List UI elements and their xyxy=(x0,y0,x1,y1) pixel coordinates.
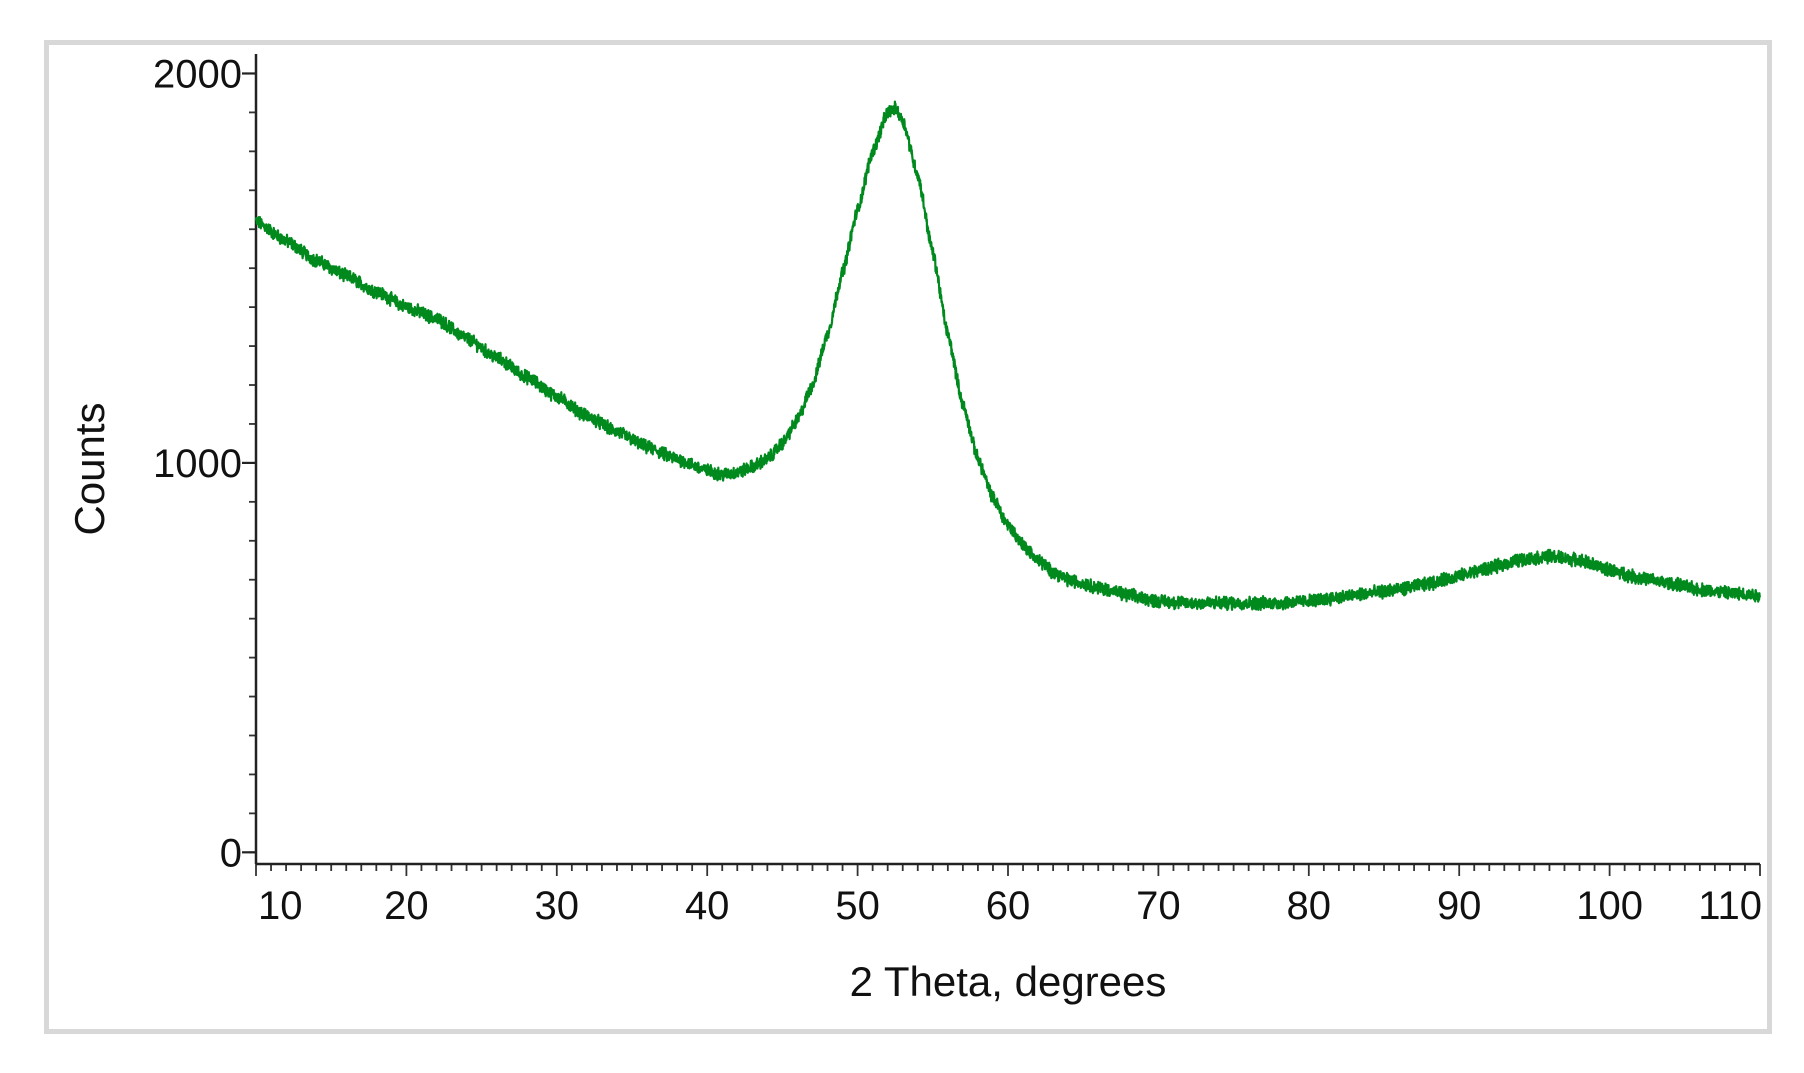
x-tick-label: 110 xyxy=(1698,884,1762,928)
series-layer xyxy=(254,100,1762,612)
x-tick-label: 40 xyxy=(685,884,730,928)
x-axis-title: 2 Theta, degrees xyxy=(850,958,1167,1005)
y-tick-label: 1000 xyxy=(153,442,242,486)
x-tick-label: 90 xyxy=(1437,884,1482,928)
x-tick-label: 10 xyxy=(258,884,303,928)
x-minor-ticks xyxy=(255,864,1761,876)
x-tick-label: 70 xyxy=(1136,884,1181,928)
y-ticks: 0 1000 2000 xyxy=(153,52,256,875)
y-tick-label: 0 xyxy=(220,831,242,875)
x-tick-label: 100 xyxy=(1576,884,1643,928)
x-tick-label: 20 xyxy=(384,884,429,928)
x-tick-label: 60 xyxy=(986,884,1031,928)
y-tick-label: 2000 xyxy=(153,52,242,96)
x-ticks: 10 20 30 40 50 60 70 80 90 100 110 xyxy=(258,884,1762,928)
x-tick-label: 80 xyxy=(1287,884,1332,928)
series-line xyxy=(254,100,1762,612)
y-axis-title: Counts xyxy=(66,402,113,535)
x-tick-label: 50 xyxy=(835,884,880,928)
x-tick-label: 30 xyxy=(535,884,580,928)
